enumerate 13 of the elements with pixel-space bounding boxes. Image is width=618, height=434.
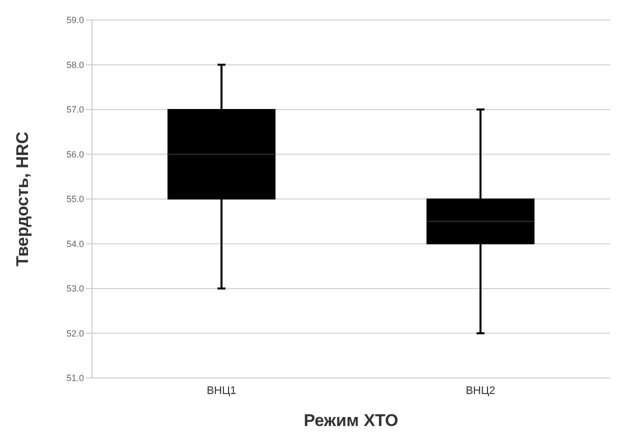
y-tick-label: 51.0	[66, 373, 84, 384]
y-tick-label: 53.0	[66, 284, 84, 294]
x-axis-title: Режим ХТО	[304, 411, 398, 430]
x-tick-label: ВНЦ2	[466, 384, 496, 397]
y-tick-label: 59.0	[66, 15, 84, 26]
y-axis-title: Твердость, HRC	[13, 132, 32, 266]
y-tick-label: 52.0	[66, 328, 84, 338]
y-tick-label: 57.0	[66, 104, 84, 115]
y-tick-label: 55.0	[66, 194, 84, 204]
y-tick-label: 54.0	[66, 238, 84, 249]
y-tick-label: 58.0	[66, 60, 84, 70]
y-tick-label: 56.0	[66, 149, 84, 160]
x-tick-label: ВНЦ1	[206, 384, 236, 397]
